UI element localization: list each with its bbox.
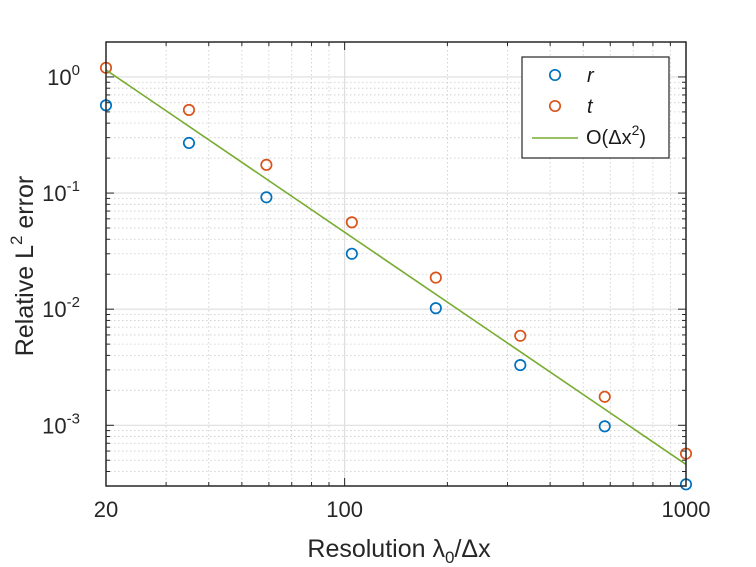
x-tick-label: 100: [326, 497, 363, 522]
y-tick-exponent: -3: [67, 410, 80, 427]
y-tick-label: 10-1: [42, 178, 80, 206]
data-point-t: [598, 390, 611, 403]
data-point-t: [514, 329, 527, 342]
legend: rt O(Δx2): [521, 56, 670, 159]
y-tick-exponent: -2: [67, 294, 80, 311]
data-point-t: [182, 103, 196, 116]
data-point-r: [598, 420, 611, 433]
x-tick-label: 1000: [662, 497, 711, 522]
legend-box: [521, 56, 670, 159]
series-0: [99, 99, 693, 491]
legend-label-2: O(Δx2): [586, 122, 646, 149]
data-point-r: [260, 191, 273, 204]
data-point-r: [345, 247, 358, 260]
y-tick-exponent: -1: [67, 178, 80, 195]
axis-labels: Resolution λ0/Δx Relative L2 error: [7, 176, 491, 567]
fit-line: [105, 69, 687, 466]
legend-label-1: t: [587, 96, 594, 118]
data-point-r: [182, 136, 196, 150]
data-point-t: [345, 216, 358, 229]
axes-box: [105, 41, 687, 487]
legend-label-0: r: [587, 65, 595, 87]
data-point-t: [429, 271, 442, 284]
data-point-r: [429, 302, 442, 315]
y-axis-label: Relative L2 error: [7, 176, 39, 356]
data-point-r: [514, 359, 527, 372]
data-point-t: [260, 158, 273, 171]
legend-marker-r: [548, 68, 562, 82]
legend-marker-t: [548, 99, 562, 113]
series-2: [105, 69, 687, 466]
x-axis-label: Resolution λ0/Δx: [307, 535, 491, 567]
y-tick-exponent: 0: [72, 62, 80, 79]
x-tick-label: 20: [94, 497, 118, 522]
